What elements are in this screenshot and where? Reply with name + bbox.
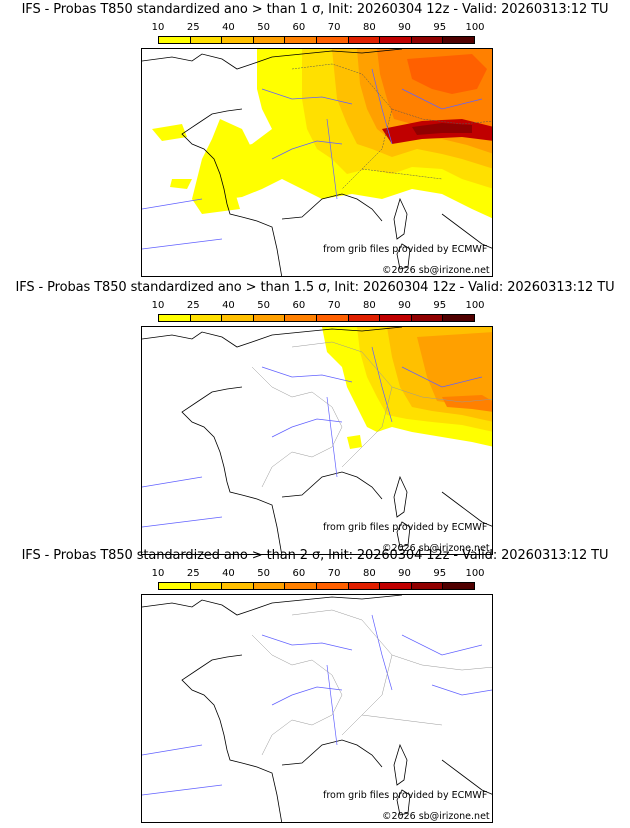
colorbar-tick-label: 40 [222, 22, 235, 33]
map-credit-source: from grib files provided by ECMWF [323, 790, 487, 801]
colorbar-swatch [348, 583, 381, 589]
colorbar-tick-label: 40 [222, 568, 235, 579]
colorbar-tick-label: 95 [433, 300, 447, 311]
colorbar-tick-label: 70 [327, 568, 341, 579]
colorbar-ticks: 10 25 40 50 60 70 80 90 95 100 [152, 22, 485, 34]
colorbar-tick-label: 80 [362, 568, 376, 579]
probability-map: from grib files provided by ECMWF ©2026 … [141, 594, 493, 823]
colorbar-swatch [285, 583, 317, 589]
borders [291, 63, 492, 190]
colorbar-tick-label: 80 [362, 22, 376, 33]
colorbar-swatch [222, 37, 254, 43]
colorbar-swatch [222, 583, 254, 589]
colorbar-swatch [443, 315, 474, 321]
colorbar-swatch [285, 37, 317, 43]
colorbar-swatch [411, 315, 444, 321]
prob-shading [152, 49, 492, 219]
panel-title: IFS - Probas T850 standardized ano > tha… [15, 280, 615, 295]
colorbar-tick-label: 10 [151, 568, 165, 579]
colorbar-tick-label: 95 [433, 568, 447, 579]
map-credit-copy: ©2026 sb@irizone.net [382, 265, 490, 276]
colorbar [158, 36, 475, 44]
colorbar-swatch [316, 583, 349, 589]
coastlines [142, 49, 492, 276]
colorbar-swatch [190, 37, 223, 43]
probability-map: from grib files provided by ECMWF ©2026 … [141, 48, 493, 277]
colorbar-swatch [159, 315, 191, 321]
coastlines [142, 327, 492, 554]
colorbar-swatch [253, 37, 286, 43]
colorbar-swatch [253, 583, 286, 589]
colorbar-tick-label: 50 [257, 22, 271, 33]
colorbar-swatch [222, 315, 254, 321]
colorbar-swatch [443, 583, 474, 589]
panel-2: IFS - Probas T850 standardized ano > tha… [0, 278, 630, 555]
map-credit-source: from grib files provided by ECMWF [323, 522, 487, 533]
rivers [142, 614, 492, 796]
colorbar-swatch [253, 315, 286, 321]
panel-3: IFS - Probas T850 standardized ano > tha… [0, 546, 630, 823]
colorbar-tick-label: 70 [327, 300, 341, 311]
rivers [142, 68, 483, 250]
colorbar-tick-label: 10 [151, 300, 165, 311]
colorbar-swatch [316, 37, 349, 43]
colorbar-ticks: 10 25 40 50 60 70 80 90 95 100 [152, 568, 485, 580]
probability-map: from grib files provided by ECMWF ©2026 … [141, 326, 493, 555]
map-graphic: from grib files provided by ECMWF ©2026 … [142, 595, 492, 822]
colorbar [158, 314, 475, 322]
map-graphic: from grib files provided by ECMWF ©2026 … [142, 327, 492, 554]
map-credit-source: from grib files provided by ECMWF [323, 244, 487, 255]
colorbar-tick-label: 90 [398, 568, 411, 579]
colorbar-tick-label: 70 [327, 22, 341, 33]
colorbar-tick-label: 50 [257, 300, 271, 311]
colorbar-swatch [159, 37, 191, 43]
colorbar-tick-label: 100 [465, 568, 485, 579]
map-credit-copy: ©2026 sb@irizone.net [382, 811, 490, 822]
rivers [142, 346, 483, 528]
colorbar-tick-label: 60 [292, 300, 306, 311]
colorbar-tick-label: 90 [398, 22, 411, 33]
colorbar-swatch [159, 583, 191, 589]
borders [251, 341, 492, 488]
borders [251, 609, 492, 756]
colorbar-swatch [411, 583, 444, 589]
colorbar-tick-label: 10 [151, 22, 165, 33]
colorbar-tick-label: 100 [465, 22, 485, 33]
colorbar-swatch [190, 315, 223, 321]
colorbar-tick-label: 25 [186, 300, 200, 311]
colorbar-swatch [316, 315, 349, 321]
colorbar-tick-label: 60 [292, 568, 306, 579]
colorbar-tick-label: 80 [362, 300, 376, 311]
colorbar-tick-label: 50 [257, 568, 271, 579]
colorbar-swatch [380, 583, 412, 589]
map-credit-copy: ©2026 sb@irizone.net [382, 543, 490, 554]
colorbar-swatch [348, 37, 381, 43]
colorbar-swatch [380, 315, 412, 321]
panel-1: IFS - Probas T850 standardized ano > tha… [0, 0, 630, 277]
panel-title: IFS - Probas T850 standardized ano > tha… [21, 548, 609, 563]
panel-title: IFS - Probas T850 standardized ano > tha… [21, 2, 609, 17]
colorbar-tick-label: 25 [186, 22, 200, 33]
prob-shading [322, 327, 492, 449]
colorbar-tick-label: 95 [433, 22, 447, 33]
colorbar [158, 582, 475, 590]
colorbar-swatch [190, 583, 223, 589]
colorbar-tick-label: 100 [465, 300, 485, 311]
colorbar-swatch [348, 315, 381, 321]
map-graphic: from grib files provided by ECMWF ©2026 … [142, 49, 492, 276]
colorbar-ticks: 10 25 40 50 60 70 80 90 95 100 [152, 300, 485, 312]
colorbar-swatch [285, 315, 317, 321]
colorbar-tick-label: 90 [398, 300, 411, 311]
colorbar-swatch [411, 37, 444, 43]
colorbar-tick-label: 40 [222, 300, 235, 311]
coastlines [142, 595, 492, 822]
colorbar-tick-label: 60 [292, 22, 306, 33]
colorbar-swatch [380, 37, 412, 43]
colorbar-swatch [443, 37, 474, 43]
colorbar-tick-label: 25 [186, 568, 200, 579]
